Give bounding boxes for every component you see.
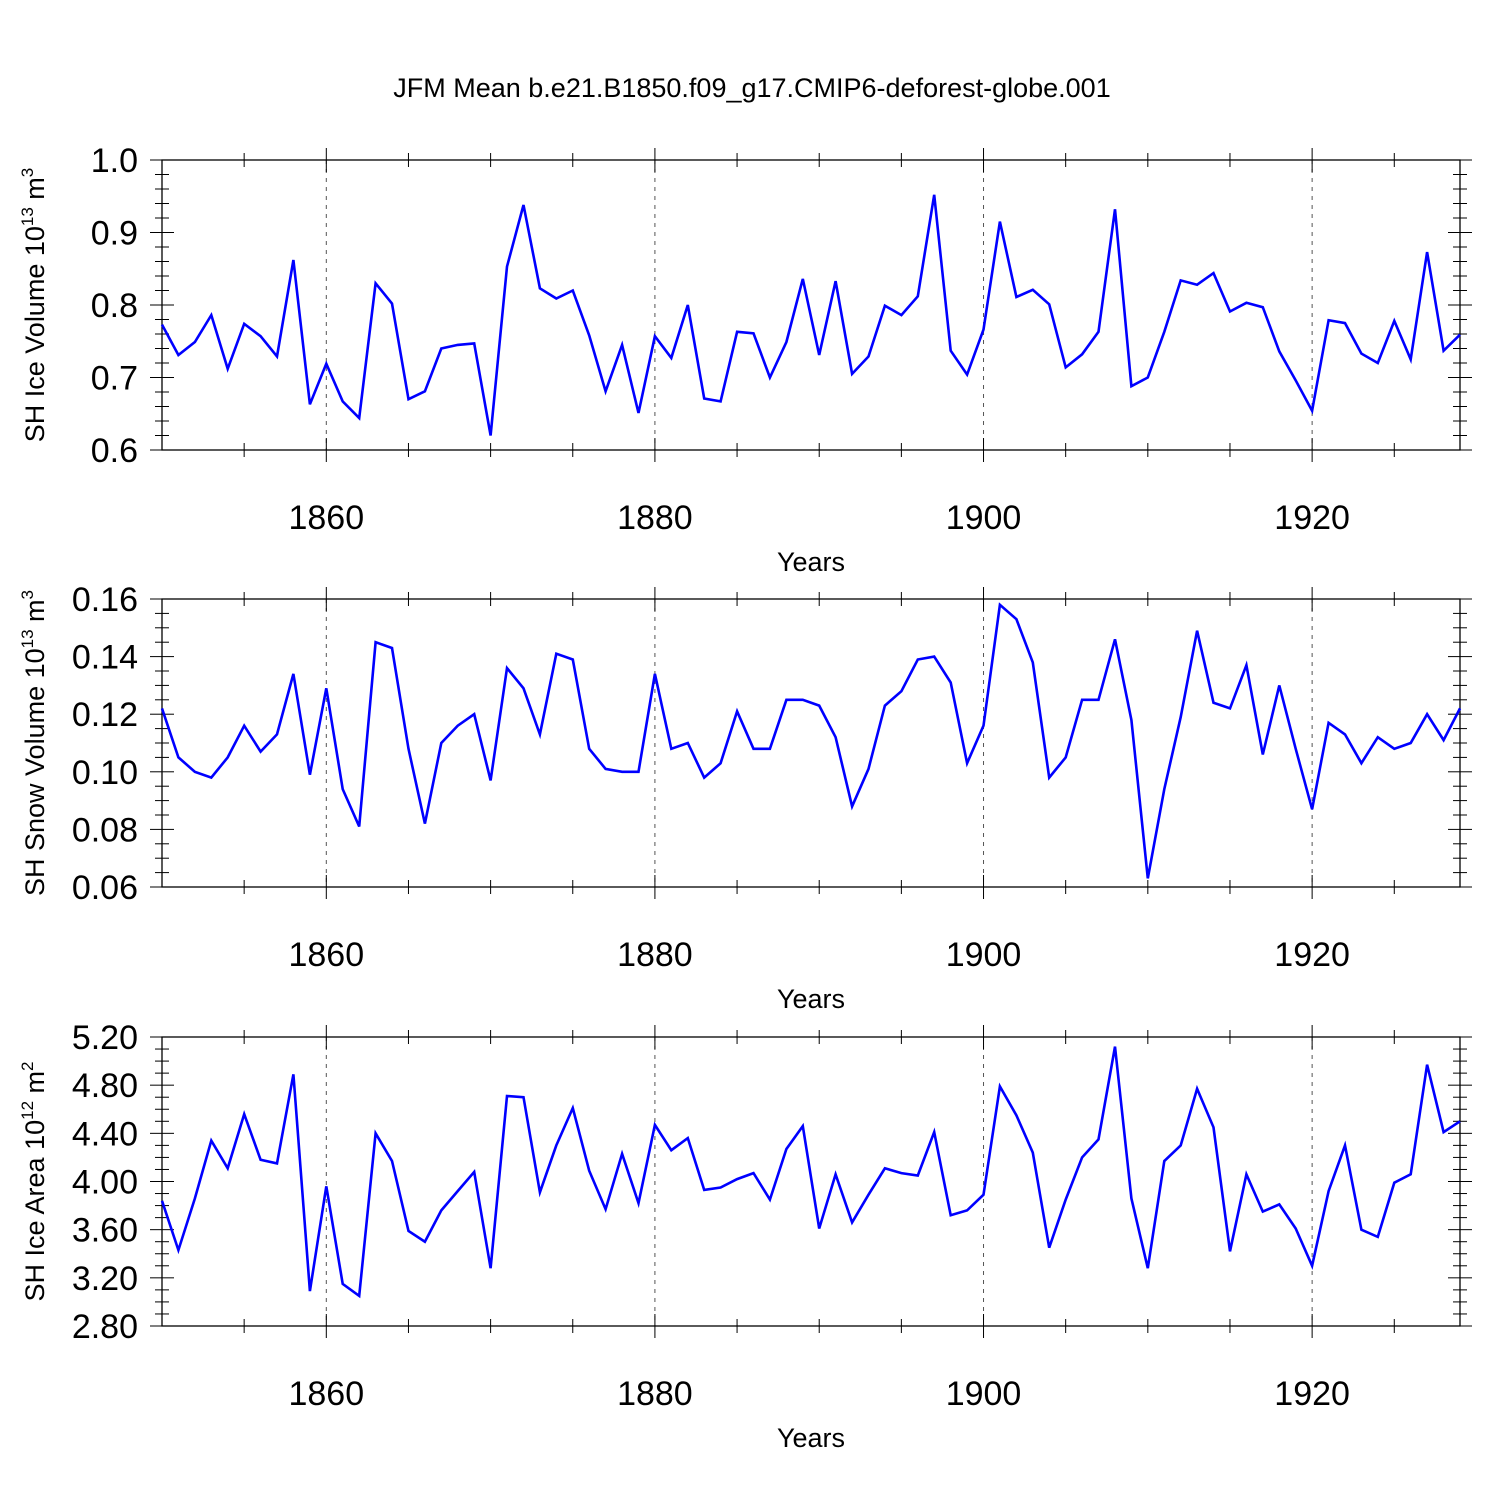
x-tick-label: 1900 [946,499,1022,537]
y-tick-label: 0.12 [72,696,138,734]
x-tick-label: 1900 [946,1375,1022,1413]
y-axis-label: SH Ice Volume 1013 m3 [18,168,50,443]
y-tick-label: 0.9 [91,215,138,253]
panels: 0.6 0.7 0.8 0.9 1.0 1860 1880 1900 1920 Years SH I… [18,142,1472,1453]
y-tick-label: 0.8 [91,287,138,325]
plot-frame [161,159,1461,451]
x-tick-label: 1920 [1274,499,1350,537]
plot-frame [161,598,1461,888]
y-axis-label: SH Snow Volume 1013 m3 [18,590,50,896]
x-axis-label: Years [777,1423,845,1453]
y-tick-label: 5.20 [72,1019,138,1057]
y-tick-label: 3.60 [72,1212,138,1250]
plot-frame [161,1036,1461,1327]
panel-3: 2.80 3.20 3.60 4.00 4.40 4.80 5.20 1860 1880 1900… [18,1019,1472,1453]
chart-title: JFM Mean b.e21.B1850.f09_g17.CMIP6-defor… [393,73,1110,103]
x-tick-label: 1880 [617,936,693,974]
x-tick-label: 1860 [288,1375,364,1413]
y-tick-label: 3.20 [72,1260,138,1298]
y-tick-label: 1.0 [91,142,138,180]
y-axis-label: SH Ice Area 1012 m2 [18,1062,50,1302]
series-line [160,194,1461,436]
panel-2: 0.06 0.08 0.10 0.12 0.14 0.16 1860 1880 1900 1920… [18,581,1472,1014]
panel-1: 0.6 0.7 0.8 0.9 1.0 1860 1880 1900 1920 Years SH I… [18,142,1472,577]
y-tick-label: 0.08 [72,811,138,849]
series-line [160,602,1462,879]
y-tick-label: 0.14 [72,639,138,677]
y-tick-label: 0.6 [91,432,138,470]
x-tick-label: 1880 [617,1375,693,1413]
x-tick-label: 1920 [1274,936,1350,974]
x-axis-label: Years [777,547,845,577]
y-tick-label: 4.40 [72,1115,138,1153]
y-tick-label: 0.16 [72,581,138,619]
y-tick-label: 4.00 [72,1164,138,1202]
y-tick-label: 0.06 [72,869,138,907]
x-tick-label: 1860 [288,936,364,974]
x-axis-label: Years [777,984,845,1014]
x-tick-label: 1880 [617,499,693,537]
x-tick-label: 1900 [946,936,1022,974]
x-tick-label: 1920 [1274,1375,1350,1413]
y-tick-label: 2.80 [72,1308,138,1346]
y-tick-label: 0.10 [72,754,138,792]
x-tick-label: 1860 [288,499,364,537]
y-tick-label: 0.7 [91,360,138,398]
series-line [160,1046,1461,1299]
y-tick-label: 4.80 [72,1067,138,1105]
